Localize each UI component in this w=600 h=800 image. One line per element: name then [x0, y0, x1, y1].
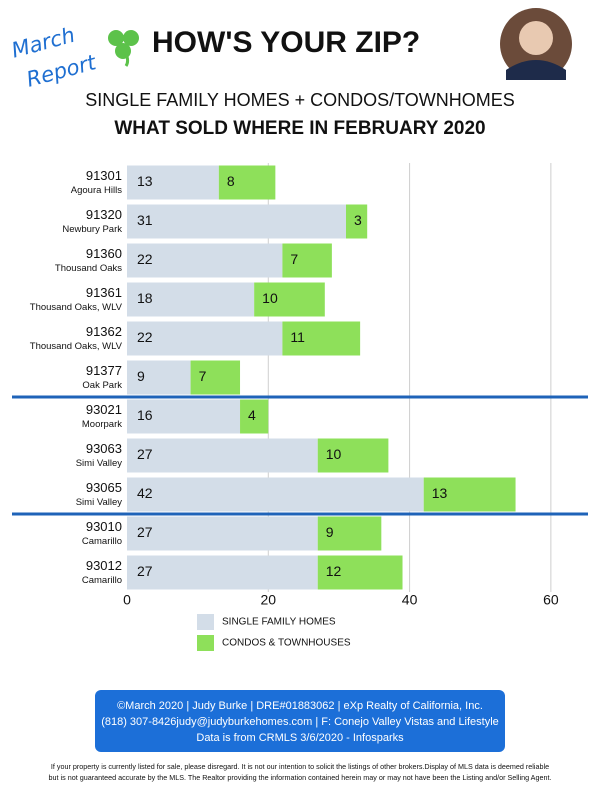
value-label: 7: [290, 251, 298, 267]
value-label: 13: [137, 173, 153, 189]
bar-segment: [423, 477, 516, 512]
value-label: 12: [326, 563, 342, 579]
value-label: 9: [137, 368, 145, 384]
footer-line: (818) 307-8426judy@judyburkehomes.com | …: [101, 716, 499, 728]
chart-subtitle: SINGLE FAMILY HOMES + CONDOS/TOWNHOMES: [85, 90, 515, 110]
category-label: 91320: [86, 207, 122, 222]
category-place: Oak Park: [82, 380, 122, 391]
category-label: 91362: [86, 324, 122, 339]
value-label: 22: [137, 329, 153, 345]
bar-segment: [127, 321, 283, 356]
x-tick-label: 20: [261, 592, 277, 608]
value-label: 27: [137, 446, 153, 462]
category-place: Thousand Oaks, WLV: [30, 302, 123, 313]
category-label: 93012: [86, 558, 122, 573]
category-label: 91301: [86, 168, 122, 183]
bar-segment: [282, 321, 361, 356]
value-label: 10: [326, 446, 342, 462]
bar-segment: [317, 555, 403, 590]
category-label: 93065: [86, 480, 122, 495]
bar-segment: [254, 282, 325, 317]
x-tick-label: 40: [402, 592, 418, 608]
plot: 0 20 40 60 91301 Agoura Hills 13 8 91320 Newbury …: [12, 163, 588, 651]
value-label: 31: [137, 212, 153, 228]
bar-segment: [240, 399, 269, 434]
category-label: 93010: [86, 519, 122, 534]
bar-segment: [127, 204, 346, 239]
footer-line: Data is from CRMLS 3/6/2020 - Infosparks: [196, 732, 404, 744]
value-label: 4: [248, 407, 256, 423]
footer-box: [95, 690, 505, 752]
category-place: Newbury Park: [62, 224, 122, 235]
x-tick-label: 0: [123, 592, 131, 608]
bar-segment: [127, 360, 191, 395]
bar-segment: [127, 555, 318, 590]
legend-label: CONDOS & TOWNHOUSES: [222, 638, 351, 649]
chart-title: WHAT SOLD WHERE IN FEBRUARY 2020: [114, 118, 485, 139]
bar-segment: [127, 477, 424, 512]
bar-segment: [282, 243, 332, 278]
bar-segment: [127, 243, 283, 278]
bar-segment: [127, 282, 255, 317]
value-label: 27: [137, 563, 153, 579]
value-label: 42: [137, 485, 153, 501]
value-label: 13: [432, 485, 448, 501]
legend-swatch: [197, 614, 214, 630]
category-label: 91377: [86, 363, 122, 378]
bar-segment: [317, 438, 389, 473]
category-place: Moorpark: [82, 419, 122, 430]
disclaimer-line: If your property is currently listed for…: [51, 762, 549, 771]
value-label: 27: [137, 524, 153, 540]
bar-segment: [346, 204, 368, 239]
profile-face: [519, 21, 553, 55]
value-label: 10: [262, 290, 278, 306]
x-tick-label: 60: [543, 592, 559, 608]
category-label: 93021: [86, 402, 122, 417]
value-label: 22: [137, 251, 153, 267]
profile-body: [506, 60, 566, 80]
bar-segment: [317, 516, 382, 551]
bar-segment: [127, 165, 219, 200]
shamrock: [108, 30, 139, 67]
disclaimer-line: but is not guaranteed accurate by the ML…: [49, 773, 552, 782]
value-label: 11: [290, 329, 305, 345]
value-label: 3: [354, 212, 362, 228]
category-place: Simi Valley: [76, 497, 123, 508]
value-label: 16: [137, 407, 153, 423]
legend-swatch: [197, 635, 214, 651]
page-title: HOW'S YOUR ZIP?: [152, 26, 420, 59]
category-place: Camarillo: [82, 575, 122, 586]
category-label: 91360: [86, 246, 122, 261]
bar-segment: [190, 360, 241, 395]
footer-line: ©March 2020 | Judy Burke | DRE#01883062 …: [117, 700, 483, 712]
category-label: 93063: [86, 441, 122, 456]
value-label: 18: [137, 290, 153, 306]
category-label: 91361: [86, 285, 122, 300]
category-place: Agoura Hills: [71, 185, 122, 196]
value-label: 9: [326, 524, 334, 540]
legend-label: SINGLE FAMILY HOMES: [222, 617, 336, 628]
category-place: Camarillo: [82, 536, 122, 547]
category-place: Thousand Oaks, WLV: [30, 341, 123, 352]
category-place: Thousand Oaks: [55, 263, 122, 274]
bar-segment: [218, 165, 276, 200]
value-label: 8: [227, 173, 235, 189]
category-place: Simi Valley: [76, 458, 123, 469]
bar-segment: [127, 516, 318, 551]
value-label: 7: [199, 368, 207, 384]
bar-segment: [127, 399, 241, 434]
bar-segment: [127, 438, 318, 473]
